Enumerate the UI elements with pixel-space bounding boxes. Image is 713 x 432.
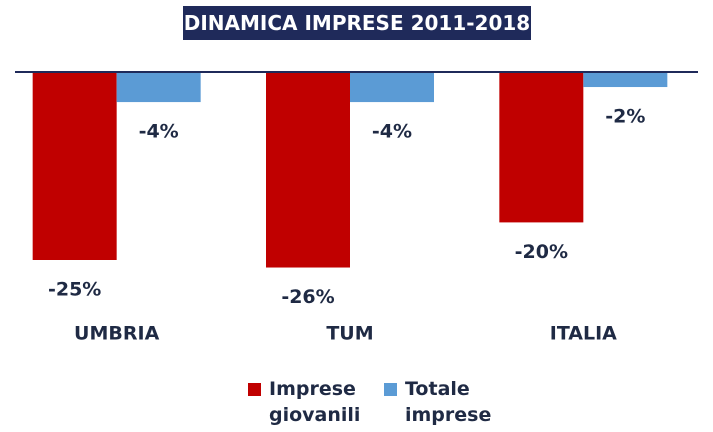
bar — [583, 72, 668, 88]
legend-swatch — [248, 383, 261, 396]
data-label: -4% — [139, 121, 179, 143]
data-label: -2% — [605, 106, 645, 128]
bar — [266, 72, 350, 268]
legend-item: Imprese giovanili — [248, 376, 379, 428]
data-label: -4% — [372, 121, 412, 143]
data-label: -26% — [281, 286, 334, 308]
data-label: -25% — [48, 279, 101, 301]
legend-swatch — [384, 383, 397, 396]
x-tick-label: ITALIA — [550, 323, 617, 345]
bar — [499, 72, 584, 223]
bar — [116, 72, 201, 103]
x-tick-label: UMBRIA — [74, 323, 160, 345]
data-label: -20% — [515, 241, 568, 263]
chart-title: DINAMICA IMPRESE 2011-2018 — [183, 6, 531, 40]
x-tick-label: TUM — [326, 323, 373, 345]
legend-label: Imprese giovanili — [269, 378, 361, 426]
bar — [350, 72, 434, 103]
legend-label: Totale imprese — [405, 378, 492, 426]
legend-item: Totale imprese — [384, 376, 515, 428]
bar — [32, 72, 117, 260]
